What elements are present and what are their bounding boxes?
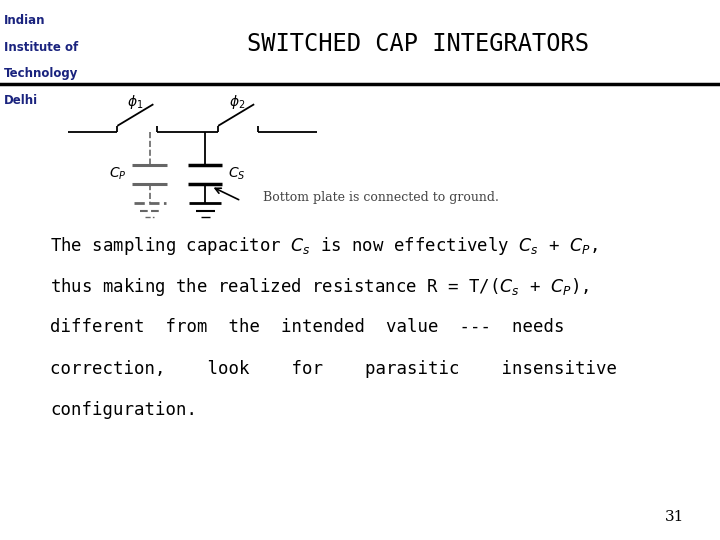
Text: Technology: Technology <box>4 68 78 80</box>
Text: Institute of: Institute of <box>4 40 78 53</box>
Text: $\phi_1$: $\phi_1$ <box>127 93 143 111</box>
Text: different  from  the  intended  value  ---  needs: different from the intended value --- ne… <box>50 318 565 336</box>
Text: The sampling capacitor $C_s$ is now effectively $C_s$ + $C_P$,: The sampling capacitor $C_s$ is now effe… <box>50 235 598 257</box>
Text: SWITCHED CAP INTEGRATORS: SWITCHED CAP INTEGRATORS <box>246 32 588 56</box>
Text: Indian: Indian <box>4 14 45 26</box>
Text: $\phi_2$: $\phi_2$ <box>230 93 246 111</box>
Text: $C_P$: $C_P$ <box>109 166 127 183</box>
Text: Bottom plate is connected to ground.: Bottom plate is connected to ground. <box>263 191 499 204</box>
Text: 31: 31 <box>665 510 684 524</box>
Text: configuration.: configuration. <box>50 401 197 419</box>
Text: Delhi: Delhi <box>4 94 37 107</box>
Text: $C_S$: $C_S$ <box>228 166 246 183</box>
Text: correction,    look    for    parasitic    insensitive: correction, look for parasitic insensiti… <box>50 360 618 377</box>
Text: thus making the realized resistance R = T/($C_s$ + $C_P$),: thus making the realized resistance R = … <box>50 276 590 299</box>
